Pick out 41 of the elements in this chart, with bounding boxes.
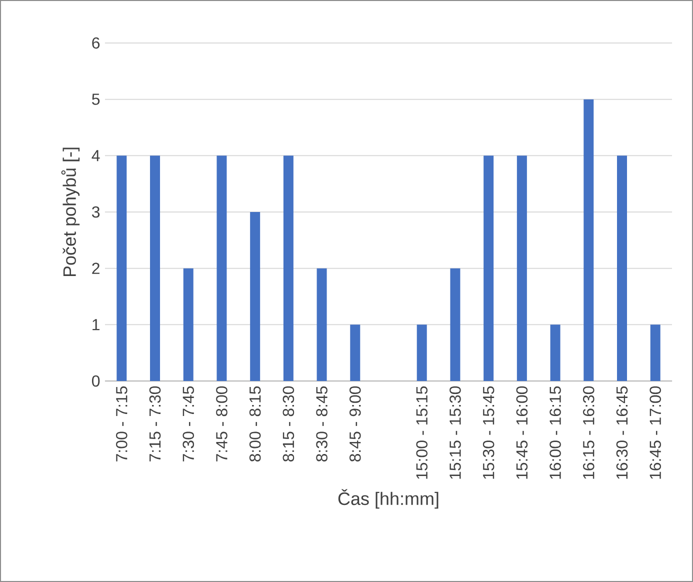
bar [216,156,227,381]
bar [283,156,294,381]
bar [116,156,127,381]
x-tick-label: 15:45 - 16:00 [516,386,528,479]
bar [183,268,194,381]
x-tick-label: 8:15 - 8:30 [282,386,294,462]
x-tick-label: 7:30 - 7:45 [182,386,194,462]
x-tick-label: 7:15 - 7:30 [149,386,161,462]
y-axis-title: Počet pohybů [-] [61,148,80,276]
bar [516,156,527,381]
bar [150,156,160,381]
x-tick-label: 8:45 - 9:00 [349,386,361,462]
bar [450,268,460,381]
bar [316,268,327,381]
x-tick-label: 8:30 - 8:45 [316,386,328,462]
x-tick-label: 16:00 - 16:15 [550,386,561,479]
bar [550,324,560,381]
x-tick-label: 7:45 - 8:00 [216,386,228,462]
y-tick-label: 3 [92,206,100,218]
bar [617,156,628,381]
y-tick-label: 2 [92,262,100,274]
bar [484,156,494,381]
bar [350,324,360,381]
bar [416,324,427,381]
y-tick-label: 0 [92,375,100,387]
x-tick-label: 15:00 - 15:15 [416,386,428,479]
bar [650,324,660,381]
y-tick-label: 5 [92,94,100,105]
y-tick-label: 4 [92,150,100,162]
x-tick-label: 15:15 - 15:30 [450,386,461,479]
x-tick-label: 15:30 - 15:45 [482,386,494,479]
x-tick-label: 16:30 - 16:45 [616,386,628,479]
bar [250,212,260,381]
x-tick-label: 16:45 - 17:00 [650,386,662,479]
x-tick-label: 7:00 - 7:15 [116,386,128,462]
y-tick-label: 1 [92,319,100,330]
bar [584,99,594,381]
x-tick-label: 8:00 - 8:15 [249,386,261,462]
x-tick-label: 16:15 - 16:30 [582,386,594,479]
y-tick-label: 6 [92,37,100,49]
x-axis-title: Čas [hh:mm] [338,489,438,509]
